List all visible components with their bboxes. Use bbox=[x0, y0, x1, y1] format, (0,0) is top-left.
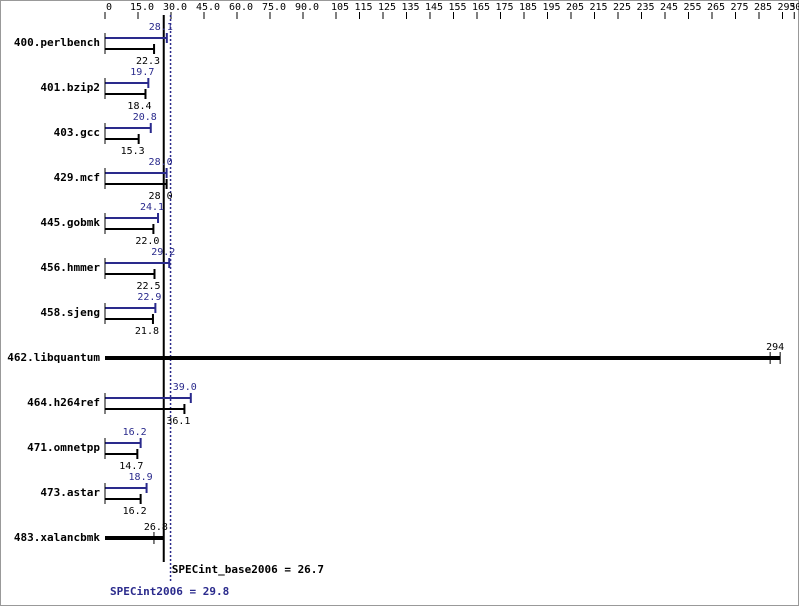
x-tick-label: 45.0 bbox=[196, 2, 220, 13]
value-label: 26.8 bbox=[144, 522, 168, 533]
bar bbox=[105, 438, 142, 448]
category-label: 445.gobmk bbox=[40, 216, 100, 229]
value-label: 18.4 bbox=[127, 101, 151, 112]
bar-body bbox=[105, 356, 781, 360]
category-label: 471.omnetpp bbox=[27, 441, 100, 454]
x-tick-label: 235 bbox=[636, 2, 654, 13]
x-tick-label: 125 bbox=[378, 2, 396, 13]
x-tick-label: 105 bbox=[331, 2, 349, 13]
category-label: 403.gcc bbox=[54, 126, 100, 139]
value-label: 36.1 bbox=[166, 416, 190, 427]
value-label: 18.9 bbox=[129, 472, 153, 483]
x-tick-label: 285 bbox=[754, 2, 772, 13]
value-label: 28.1 bbox=[149, 22, 173, 33]
x-tick-label: 30.0 bbox=[163, 2, 187, 13]
reference-label: SPECint2006 = 29.8 bbox=[110, 585, 229, 598]
category-label: 429.mcf bbox=[54, 171, 100, 184]
value-label: 22.5 bbox=[136, 281, 160, 292]
x-tick-label: 245 bbox=[660, 2, 678, 13]
x-tick-label: 90.0 bbox=[295, 2, 319, 13]
value-label: 16.2 bbox=[123, 427, 147, 438]
category-label: 483.xalancbmk bbox=[14, 531, 100, 544]
bar bbox=[105, 224, 155, 234]
x-tick-label: 175 bbox=[495, 2, 513, 13]
reference-label: SPECint_base2006 = 26.7 bbox=[172, 563, 324, 576]
x-tick-label: 225 bbox=[613, 2, 631, 13]
x-tick-label: 215 bbox=[589, 2, 607, 13]
category-label: 473.astar bbox=[40, 486, 100, 499]
x-tick-label: 60.0 bbox=[229, 2, 253, 13]
category-label: 464.h264ref bbox=[27, 396, 100, 409]
value-label: 28.0 bbox=[149, 191, 173, 202]
x-tick-label: 205 bbox=[566, 2, 584, 13]
category-label: 458.sjeng bbox=[40, 306, 100, 319]
x-tick-label: 75.0 bbox=[262, 2, 286, 13]
x-tick-label: 195 bbox=[542, 2, 560, 13]
bar bbox=[105, 303, 157, 313]
bar bbox=[105, 314, 154, 324]
value-label: 21.8 bbox=[135, 326, 159, 337]
category-label: 462.libquantum bbox=[7, 351, 100, 364]
x-tick-label: 145 bbox=[425, 2, 443, 13]
x-tick-label: 300 bbox=[789, 2, 799, 13]
bar bbox=[105, 483, 148, 493]
bar bbox=[105, 33, 168, 43]
x-tick-label: 185 bbox=[519, 2, 537, 13]
value-label: 14.7 bbox=[119, 461, 143, 472]
bar bbox=[105, 89, 147, 99]
category-label: 400.perlbench bbox=[14, 36, 100, 49]
bar bbox=[105, 449, 139, 459]
category-label: 456.hmmer bbox=[40, 261, 100, 274]
x-tick-label: 165 bbox=[472, 2, 490, 13]
bar bbox=[105, 494, 142, 504]
x-tick-label: 115 bbox=[354, 2, 372, 13]
bar bbox=[105, 179, 168, 189]
value-label: 16.2 bbox=[123, 506, 147, 517]
bar bbox=[105, 134, 140, 144]
x-tick-label: 275 bbox=[730, 2, 748, 13]
x-tick-label: 0 bbox=[106, 2, 112, 13]
value-label: 29.2 bbox=[151, 247, 175, 258]
value-label: 39.0 bbox=[173, 382, 197, 393]
bar bbox=[105, 213, 160, 223]
category-label: 401.bzip2 bbox=[40, 81, 100, 94]
bar bbox=[105, 404, 186, 414]
bar bbox=[105, 269, 156, 279]
value-label: 15.3 bbox=[121, 146, 145, 157]
value-label: 22.0 bbox=[135, 236, 159, 247]
x-tick-label: 255 bbox=[683, 2, 701, 13]
bar-body bbox=[105, 536, 164, 540]
x-tick-label: 155 bbox=[448, 2, 466, 13]
value-label: 22.9 bbox=[137, 292, 161, 303]
bar bbox=[105, 44, 156, 54]
value-label: 24.1 bbox=[140, 202, 164, 213]
x-tick-label: 135 bbox=[401, 2, 419, 13]
bar bbox=[105, 123, 152, 133]
x-tick-label: 295 bbox=[777, 2, 795, 13]
bar bbox=[105, 258, 171, 268]
bar bbox=[105, 78, 150, 88]
bar bbox=[105, 168, 168, 178]
value-label: 294 bbox=[766, 342, 784, 353]
x-tick-label: 15.0 bbox=[130, 2, 154, 13]
value-label: 19.7 bbox=[130, 67, 154, 78]
value-label: 22.3 bbox=[136, 56, 160, 67]
value-label: 28.0 bbox=[149, 157, 173, 168]
value-label: 20.8 bbox=[133, 112, 157, 123]
x-tick-label: 265 bbox=[707, 2, 725, 13]
bar bbox=[105, 393, 192, 403]
